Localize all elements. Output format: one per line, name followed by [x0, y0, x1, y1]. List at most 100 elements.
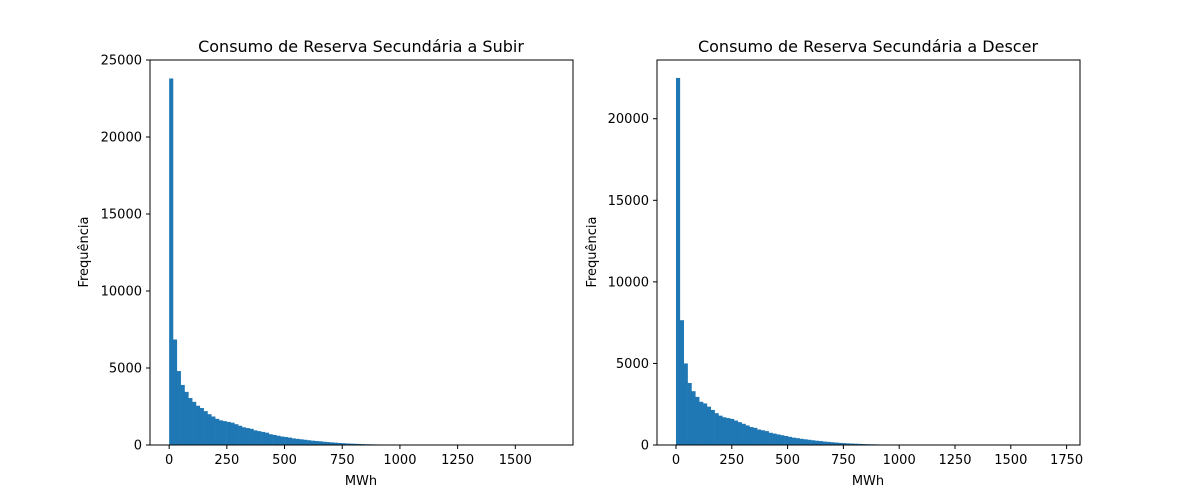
histogram-bar: [246, 428, 250, 445]
chart-panel-descer: Consumo de Reserva Secundária a Descer 0…: [585, 37, 1083, 489]
histogram-bar: [177, 371, 181, 445]
histogram-bar: [288, 438, 292, 445]
histogram-bar: [676, 78, 680, 445]
histogram-bar: [230, 423, 234, 445]
x-tick-label: 0: [672, 453, 680, 468]
axes-frame: [657, 60, 1080, 445]
histogram-bar: [769, 433, 773, 445]
y-axis-label: Frequência: [585, 216, 600, 287]
histogram-bar: [273, 435, 277, 445]
histogram-bar: [173, 340, 177, 445]
histogram-bar: [219, 420, 223, 445]
histogram-bar: [745, 425, 749, 445]
y-tick-label: 10000: [608, 275, 649, 290]
histogram-bar: [776, 434, 780, 445]
histogram-bar: [234, 424, 238, 445]
histogram-bar: [207, 414, 211, 445]
histogram-bar: [738, 422, 742, 445]
histogram-bar: [773, 434, 777, 445]
histogram-bar: [250, 429, 254, 445]
x-tick-label: 1000: [883, 453, 916, 468]
histogram-bar: [691, 391, 695, 445]
histogram-bar: [223, 421, 227, 445]
y-tick-label: 15000: [101, 208, 142, 223]
y-tick-label: 0: [134, 439, 142, 454]
histogram-bar: [238, 426, 242, 445]
histogram-bar: [765, 431, 769, 445]
chart-title: Consumo de Reserva Secundária a Descer: [698, 37, 1038, 56]
y-axis-label: Frequência: [77, 216, 92, 287]
x-tick-label: 1750: [1050, 453, 1083, 468]
bars-group: [169, 78, 552, 445]
chart-panel-subir: Consumo de Reserva Secundária a Subir 0 2…: [77, 37, 573, 489]
histogram-bar: [227, 422, 231, 445]
histogram-bar: [261, 432, 265, 445]
bars-group: [676, 78, 1062, 445]
x-tick-label: 1250: [938, 453, 971, 468]
histogram-bar: [811, 440, 815, 445]
histogram-bar: [695, 397, 699, 445]
histogram-bar: [757, 430, 761, 446]
y-tick-label: 10000: [101, 285, 142, 300]
y-tick-label: 5000: [109, 362, 142, 377]
histogram-bar: [823, 442, 827, 445]
histogram-bar: [819, 441, 823, 445]
x-tick-label: 500: [775, 453, 800, 468]
histogram-bar: [753, 428, 757, 445]
histogram-bar: [315, 441, 319, 445]
histogram-bar: [303, 440, 307, 445]
x-axis-label: MWh: [345, 474, 377, 489]
histogram-bar: [707, 407, 711, 445]
x-tick-label: 1250: [441, 453, 474, 468]
histogram-bar: [204, 411, 208, 445]
x-tick-label: 1000: [383, 453, 416, 468]
histogram-bar: [680, 320, 684, 445]
x-tick-label: 500: [272, 453, 297, 468]
histogram-bar: [311, 441, 315, 445]
histogram-bar: [269, 434, 273, 445]
histogram-bar: [242, 427, 246, 445]
histogram-bar: [730, 419, 734, 445]
histogram-bar: [780, 435, 784, 445]
histogram-bar: [711, 410, 715, 445]
histogram-bar: [276, 436, 280, 445]
histogram-bar: [253, 430, 257, 445]
histogram-bar: [807, 440, 811, 445]
histogram-bar: [280, 437, 284, 445]
x-tick-label: 750: [831, 453, 856, 468]
histogram-bar: [292, 438, 296, 445]
histogram-bar: [184, 392, 188, 445]
histogram-bar: [803, 439, 807, 445]
histogram-bar: [749, 427, 753, 445]
x-tick-label: 250: [719, 453, 744, 468]
x-tick-label: 1500: [499, 453, 532, 468]
axes-frame: [150, 60, 573, 445]
histogram-bar: [188, 398, 192, 445]
histogram-bar: [815, 441, 819, 445]
histogram-bar: [742, 424, 746, 445]
histogram-bar: [265, 433, 269, 445]
histogram-bar: [296, 439, 300, 445]
histogram-bar: [718, 416, 722, 445]
chart-title: Consumo de Reserva Secundária a Subir: [198, 37, 524, 56]
x-tick-label: 0: [165, 453, 173, 468]
histogram-bar: [319, 441, 323, 445]
histogram-bar: [715, 413, 719, 445]
histogram-bar: [722, 417, 726, 445]
y-tick-label: 5000: [616, 357, 649, 372]
histogram-bar: [284, 437, 288, 445]
histogram-bar: [726, 418, 730, 445]
histogram-bar: [200, 408, 204, 445]
x-tick-label: 250: [214, 453, 239, 468]
x-axis-label: MWh: [852, 474, 884, 489]
histogram-bar: [792, 438, 796, 445]
histogram-bar: [796, 438, 800, 445]
histogram-bar: [734, 421, 738, 445]
histogram-bar: [761, 430, 765, 445]
